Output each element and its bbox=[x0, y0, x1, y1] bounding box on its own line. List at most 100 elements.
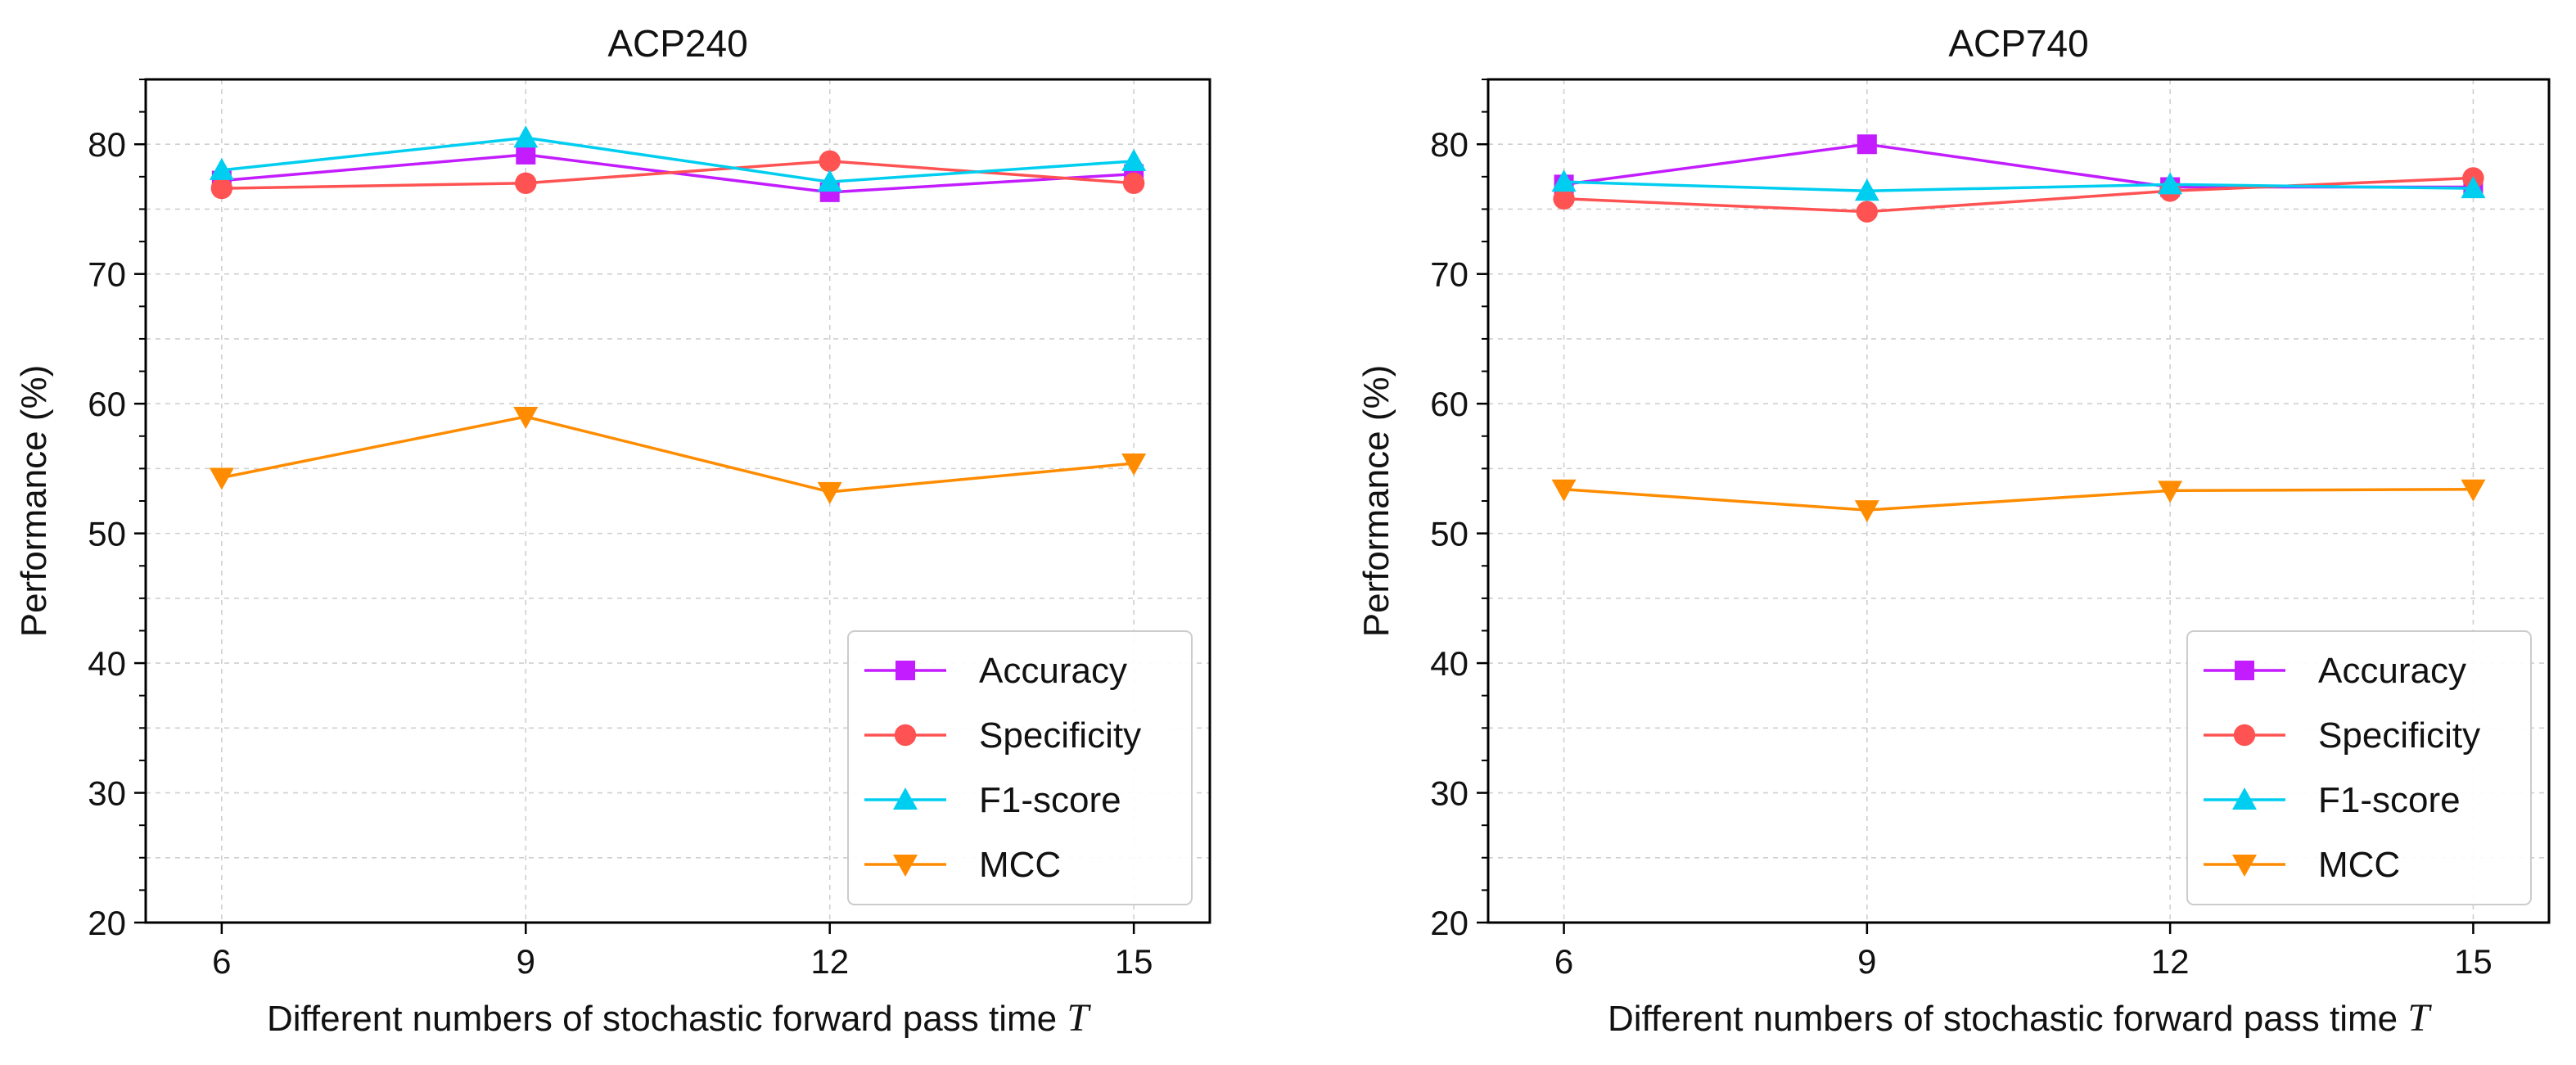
data-point-accuracy bbox=[1856, 134, 1877, 155]
x-tick-label: 15 bbox=[2454, 942, 2493, 981]
data-point-specificity bbox=[819, 150, 841, 173]
y-tick-label: 60 bbox=[88, 385, 126, 423]
y-tick-label: 70 bbox=[1430, 255, 1468, 294]
legend-label: Accuracy bbox=[2318, 651, 2466, 691]
y-tick-label: 30 bbox=[88, 774, 126, 813]
x-axis-label: Different numbers of stochastic forward … bbox=[1608, 996, 2432, 1040]
y-tick-label: 60 bbox=[1430, 385, 1468, 423]
x-tick-label: 6 bbox=[212, 942, 231, 981]
data-point-mcc bbox=[2158, 481, 2183, 503]
legend-item-f1-score: F1-score bbox=[864, 780, 1121, 820]
x-tick-label: 6 bbox=[1554, 942, 1573, 981]
legend-item-specificity: Specificity bbox=[2204, 715, 2480, 756]
legend-box bbox=[847, 630, 1193, 905]
legend-marker-mcc bbox=[2232, 855, 2257, 877]
data-point-f1-score bbox=[2461, 176, 2486, 199]
legend-marker-accuracy bbox=[896, 661, 915, 680]
series-group bbox=[1551, 134, 2486, 523]
x-axis-symbol: T bbox=[2407, 996, 2432, 1040]
y-tick-label: 40 bbox=[88, 644, 126, 683]
series-line-f1-score bbox=[1563, 180, 2474, 193]
data-point-specificity bbox=[1553, 187, 1575, 210]
legend-item-specificity: Specificity bbox=[864, 715, 1141, 756]
data-point-mcc bbox=[1854, 500, 1879, 523]
y-tick-label: 20 bbox=[88, 904, 126, 942]
series-group bbox=[209, 125, 1147, 504]
data-point-mcc bbox=[1551, 479, 1577, 502]
chart-title: ACP240 bbox=[607, 22, 747, 65]
data-point-specificity bbox=[515, 172, 537, 194]
series-line-accuracy bbox=[1563, 142, 2474, 189]
legend-label: MCC bbox=[2318, 845, 2400, 885]
data-point-specificity bbox=[1122, 172, 1145, 194]
x-tick-label: 9 bbox=[1857, 942, 1876, 981]
data-point-f1-score bbox=[2158, 172, 2183, 195]
y-axis: 20 30 40 50 60 70 80 bbox=[1430, 79, 1488, 942]
y-axis-label: Performance (%) bbox=[14, 365, 54, 638]
data-point-mcc bbox=[513, 407, 539, 429]
data-point-accuracy bbox=[516, 144, 536, 165]
legend-label: Specificity bbox=[2318, 715, 2480, 756]
y-tick-label: 50 bbox=[88, 515, 126, 553]
legend: Accuracy Specificity F1-score MCC bbox=[847, 630, 1193, 905]
data-point-mcc bbox=[209, 467, 234, 490]
data-point-mcc bbox=[817, 481, 842, 504]
data-point-mcc bbox=[2461, 479, 2486, 502]
legend-label: Specificity bbox=[979, 715, 1141, 756]
y-axis-label: Performance (%) bbox=[1356, 365, 1396, 638]
series-specificity bbox=[1553, 167, 2484, 223]
chart-title: ACP740 bbox=[1948, 22, 2088, 65]
series-line-f1-score bbox=[221, 136, 1135, 183]
legend-item-accuracy: Accuracy bbox=[864, 651, 1127, 691]
chart-acp740: 20 30 40 50 60 70 80 6 9 12 15 ACP740 Different numb… bbox=[1356, 22, 2551, 1040]
legend-marker-specificity bbox=[894, 724, 917, 747]
data-point-f1-score bbox=[817, 169, 842, 192]
legend-label: Accuracy bbox=[979, 651, 1127, 691]
data-point-f1-score bbox=[1121, 148, 1147, 171]
legend-label: MCC bbox=[979, 845, 1061, 885]
series-mcc bbox=[1551, 479, 2486, 523]
data-point-mcc bbox=[1121, 454, 1147, 476]
legend-marker-f1-score bbox=[2232, 787, 2257, 810]
series-line-mcc bbox=[221, 415, 1135, 494]
legend-item-accuracy: Accuracy bbox=[2204, 651, 2466, 691]
series-mcc bbox=[209, 407, 1147, 504]
data-point-f1-score bbox=[209, 157, 234, 180]
legend-item-f1-score: F1-score bbox=[2204, 780, 2461, 820]
y-tick-label: 40 bbox=[1430, 644, 1468, 683]
data-point-f1-score bbox=[513, 125, 539, 148]
data-point-specificity bbox=[210, 177, 233, 200]
y-tick-label: 20 bbox=[1430, 904, 1468, 942]
y-tick-label: 50 bbox=[1430, 515, 1468, 553]
data-point-f1-score bbox=[1854, 178, 1879, 201]
legend-item-mcc: MCC bbox=[864, 845, 1061, 885]
legend-marker-mcc bbox=[893, 855, 918, 877]
x-axis-symbol: T bbox=[1067, 996, 1091, 1040]
x-tick-label: 15 bbox=[1115, 942, 1153, 981]
data-point-specificity bbox=[1856, 201, 1879, 223]
x-tick-label: 12 bbox=[2151, 942, 2190, 981]
y-tick-label: 80 bbox=[88, 125, 126, 164]
x-axis-label: Different numbers of stochastic forward … bbox=[267, 996, 1091, 1040]
legend-marker-accuracy bbox=[2235, 661, 2254, 680]
legend: Accuracy Specificity F1-score MCC bbox=[2186, 630, 2532, 905]
legend-marker-specificity bbox=[2233, 724, 2256, 747]
series-line-mcc bbox=[1563, 487, 2474, 512]
series-f1-score bbox=[1551, 169, 2486, 201]
legend-label: F1-score bbox=[979, 780, 1121, 820]
y-axis: 20 30 40 50 60 70 80 bbox=[88, 79, 146, 942]
legend-label: F1-score bbox=[2318, 780, 2461, 820]
y-tick-label: 30 bbox=[1430, 774, 1468, 813]
x-axis: 6 9 12 15 bbox=[212, 923, 1153, 981]
y-tick-label: 70 bbox=[88, 255, 126, 294]
series-f1-score bbox=[209, 125, 1147, 192]
series-line-specificity bbox=[1563, 176, 2474, 214]
data-point-f1-score bbox=[1551, 169, 1577, 192]
legend-item-mcc: MCC bbox=[2204, 845, 2400, 885]
y-tick-label: 80 bbox=[1430, 125, 1468, 164]
legend-marker-f1-score bbox=[893, 787, 918, 810]
x-tick-label: 12 bbox=[810, 942, 849, 981]
chart-acp240: 20 30 40 50 60 70 80 6 9 12 15 ACP240 Different numb… bbox=[14, 22, 1211, 1040]
x-tick-label: 9 bbox=[517, 942, 535, 981]
